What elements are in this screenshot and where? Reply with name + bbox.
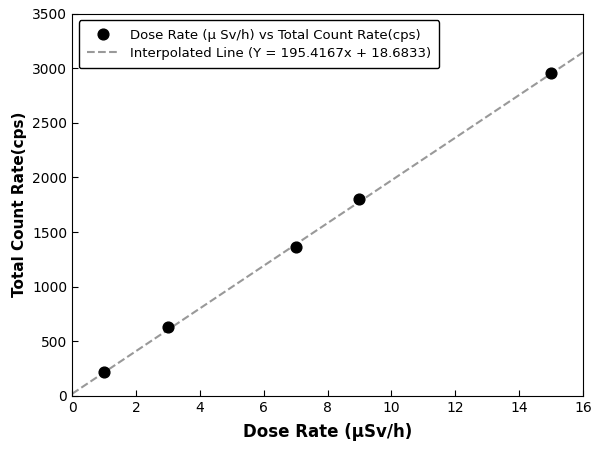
Point — [291, 243, 300, 250]
Point — [355, 196, 364, 203]
Legend: Dose Rate (μ Sv/h) vs Total Count Rate(cps), Interpolated Line (Y = 195.4167x + : Dose Rate (μ Sv/h) vs Total Count Rate(c… — [79, 20, 439, 68]
Point — [99, 369, 109, 376]
X-axis label: Dose Rate (μSv/h): Dose Rate (μSv/h) — [243, 423, 412, 441]
Point — [546, 69, 556, 76]
Y-axis label: Total Count Rate(cps): Total Count Rate(cps) — [11, 112, 26, 298]
Point — [163, 323, 172, 330]
